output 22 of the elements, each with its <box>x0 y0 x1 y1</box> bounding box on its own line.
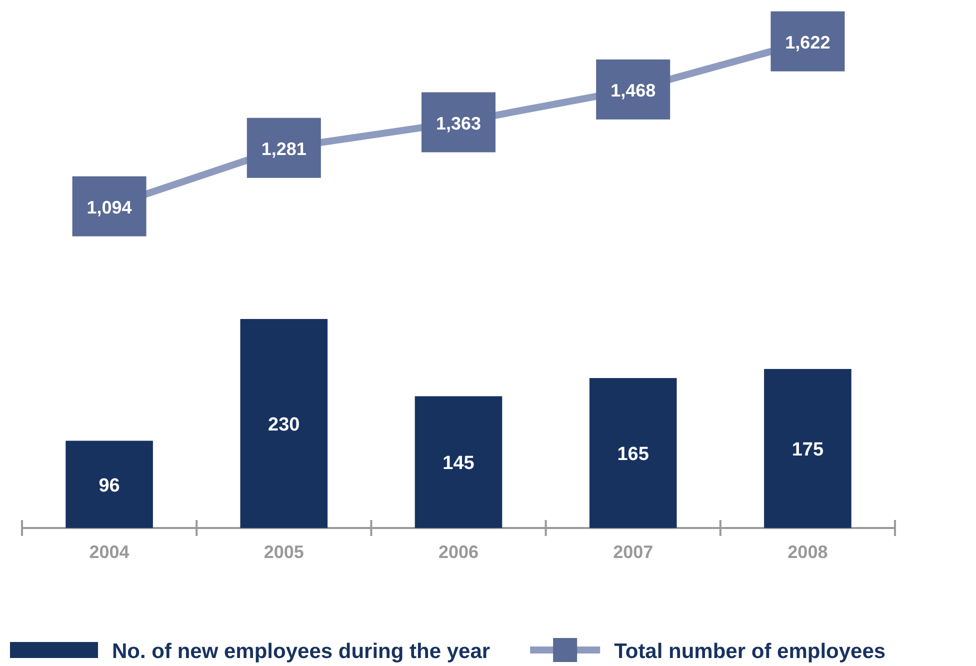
data-label: 1,363 <box>436 113 482 134</box>
bar <box>66 440 153 528</box>
data-label: 165 <box>617 444 650 466</box>
x-tick-label: 2006 <box>438 542 479 562</box>
bar <box>414 396 502 528</box>
x-tick-label: 2005 <box>264 542 304 562</box>
bar <box>240 318 328 528</box>
data-label: 1,094 <box>86 197 132 218</box>
bar <box>764 368 852 528</box>
bar <box>589 378 677 528</box>
data-label: 1,468 <box>610 80 656 100</box>
x-tick-label: 2004 <box>89 542 130 562</box>
legend-label: No. of new employees during the year <box>112 640 490 663</box>
legend-label: Total number of employees <box>614 640 886 663</box>
data-label: 230 <box>268 414 300 436</box>
data-label: 175 <box>792 439 824 460</box>
x-tick-label: 2008 <box>788 542 828 562</box>
data-label: 1,281 <box>261 138 306 159</box>
x-tick-label: 2007 <box>613 542 654 562</box>
data-label: 145 <box>442 453 475 474</box>
data-label: 1,622 <box>785 32 830 52</box>
data-label: 96 <box>98 475 120 496</box>
